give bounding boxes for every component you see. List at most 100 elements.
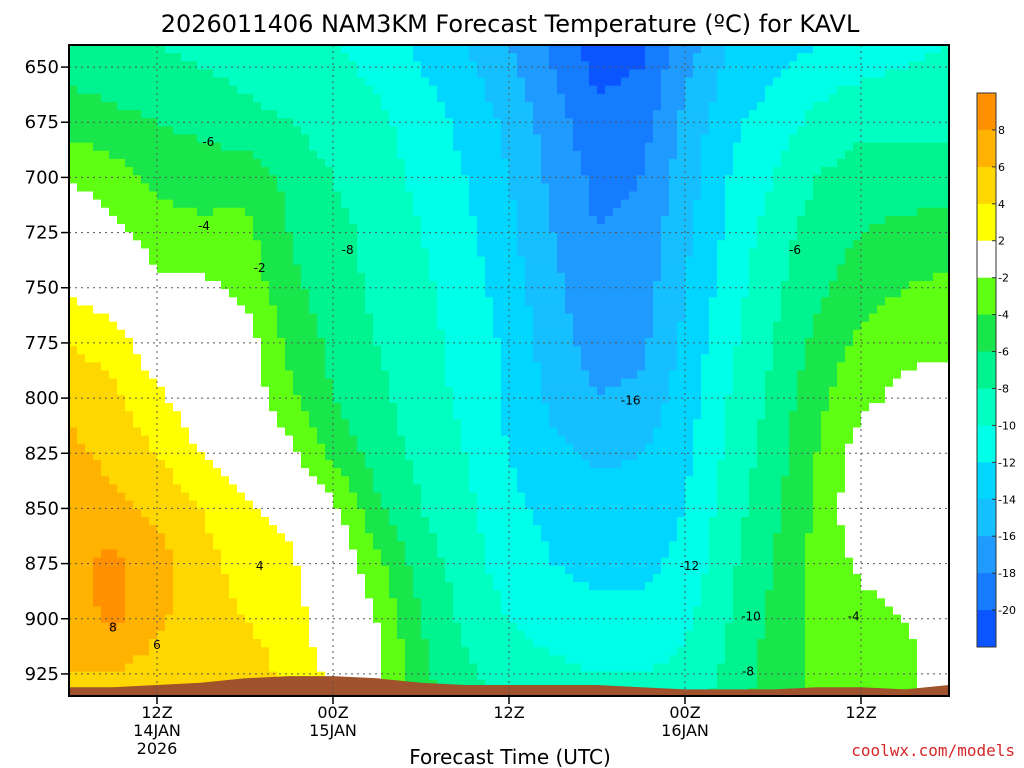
field-cell: [437, 427, 446, 437]
field-cell: [101, 280, 110, 290]
field-cell: [293, 370, 302, 380]
field-cell: [421, 460, 430, 469]
field-cell: [301, 598, 310, 608]
field-cell: [461, 346, 470, 355]
field-cell: [317, 354, 326, 363]
field-cell: [373, 313, 382, 323]
field-cell: [493, 53, 502, 62]
field-cell: [221, 85, 230, 95]
field-cell: [557, 663, 566, 673]
field-cell: [69, 53, 78, 62]
field-cell: [365, 573, 374, 583]
field-cell: [269, 606, 278, 616]
field-cell: [133, 175, 142, 184]
field-cell: [493, 126, 502, 136]
field-cell: [549, 337, 558, 347]
field-cell: [165, 313, 174, 323]
field-cell: [309, 639, 318, 648]
field-cell: [541, 614, 550, 624]
field-cell: [269, 232, 278, 241]
field-cell: [349, 663, 358, 673]
field-cell: [269, 476, 278, 486]
field-cell: [533, 61, 542, 71]
field-cell: [277, 622, 286, 632]
field-cell: [557, 199, 566, 209]
field-cell: [525, 663, 534, 673]
field-cell: [69, 451, 78, 461]
field-cell: [157, 354, 166, 363]
field-cell: [213, 663, 222, 673]
field-cell: [333, 541, 342, 551]
field-cell: [437, 419, 446, 429]
field-cell: [309, 77, 318, 87]
field-cell: [549, 427, 558, 437]
field-cell: [285, 329, 294, 339]
field-cell: [565, 224, 574, 233]
field-cell: [501, 183, 510, 193]
field-cell: [301, 500, 310, 510]
field-cell: [421, 565, 430, 575]
field-cell: [165, 329, 174, 339]
field-cell: [469, 313, 478, 323]
field-cell: [365, 622, 374, 632]
field-cell: [437, 476, 446, 486]
field-cell: [213, 321, 222, 331]
field-cell: [237, 630, 246, 640]
field-cell: [277, 378, 286, 388]
field-cell: [373, 191, 382, 201]
field-cell: [485, 280, 494, 290]
field-cell: [229, 183, 238, 193]
field-cell: [421, 53, 430, 62]
field-cell: [165, 215, 174, 225]
field-cell: [269, 264, 278, 274]
field-cell: [477, 329, 486, 339]
field-cell: [381, 468, 390, 477]
field-cell: [341, 101, 350, 111]
field-cell: [149, 362, 158, 372]
field-cell: [69, 573, 78, 583]
field-cell: [173, 394, 182, 404]
field-cell: [301, 85, 310, 95]
field-cell: [429, 671, 438, 681]
field-cell: [541, 199, 550, 209]
field-cell: [509, 427, 518, 437]
field-cell: [533, 549, 542, 559]
field-cell: [397, 199, 406, 209]
field-cell: [429, 69, 438, 79]
field-cell: [445, 500, 454, 510]
field-cell: [533, 533, 542, 542]
field-cell: [253, 346, 262, 355]
field-cell: [317, 549, 326, 559]
field-cell: [181, 419, 190, 429]
field-cell: [237, 460, 246, 469]
field-cell: [509, 451, 518, 461]
field-cell: [493, 590, 502, 599]
field-cell: [133, 582, 142, 591]
field-cell: [133, 606, 142, 616]
field-cell: [333, 370, 342, 380]
field-cell: [77, 207, 86, 217]
field-cell: [141, 150, 150, 160]
field-cell: [181, 69, 190, 79]
field-cell: [421, 516, 430, 526]
field-cell: [277, 232, 286, 241]
field-cell: [453, 671, 462, 681]
field-cell: [349, 142, 358, 152]
field-cell: [541, 630, 550, 640]
field-cell: [501, 663, 510, 673]
field-cell: [565, 321, 574, 331]
field-cell: [557, 516, 566, 526]
field-cell: [421, 61, 430, 71]
field-cell: [205, 61, 214, 71]
field-cell: [269, 394, 278, 404]
field-cell: [469, 679, 478, 689]
field-cell: [389, 370, 398, 380]
field-cell: [429, 460, 438, 469]
field-cell: [477, 541, 486, 551]
field-cell: [533, 435, 542, 445]
field-cell: [181, 289, 190, 298]
field-cell: [549, 419, 558, 429]
field-cell: [133, 427, 142, 437]
field-cell: [269, 289, 278, 298]
field-cell: [237, 427, 246, 437]
